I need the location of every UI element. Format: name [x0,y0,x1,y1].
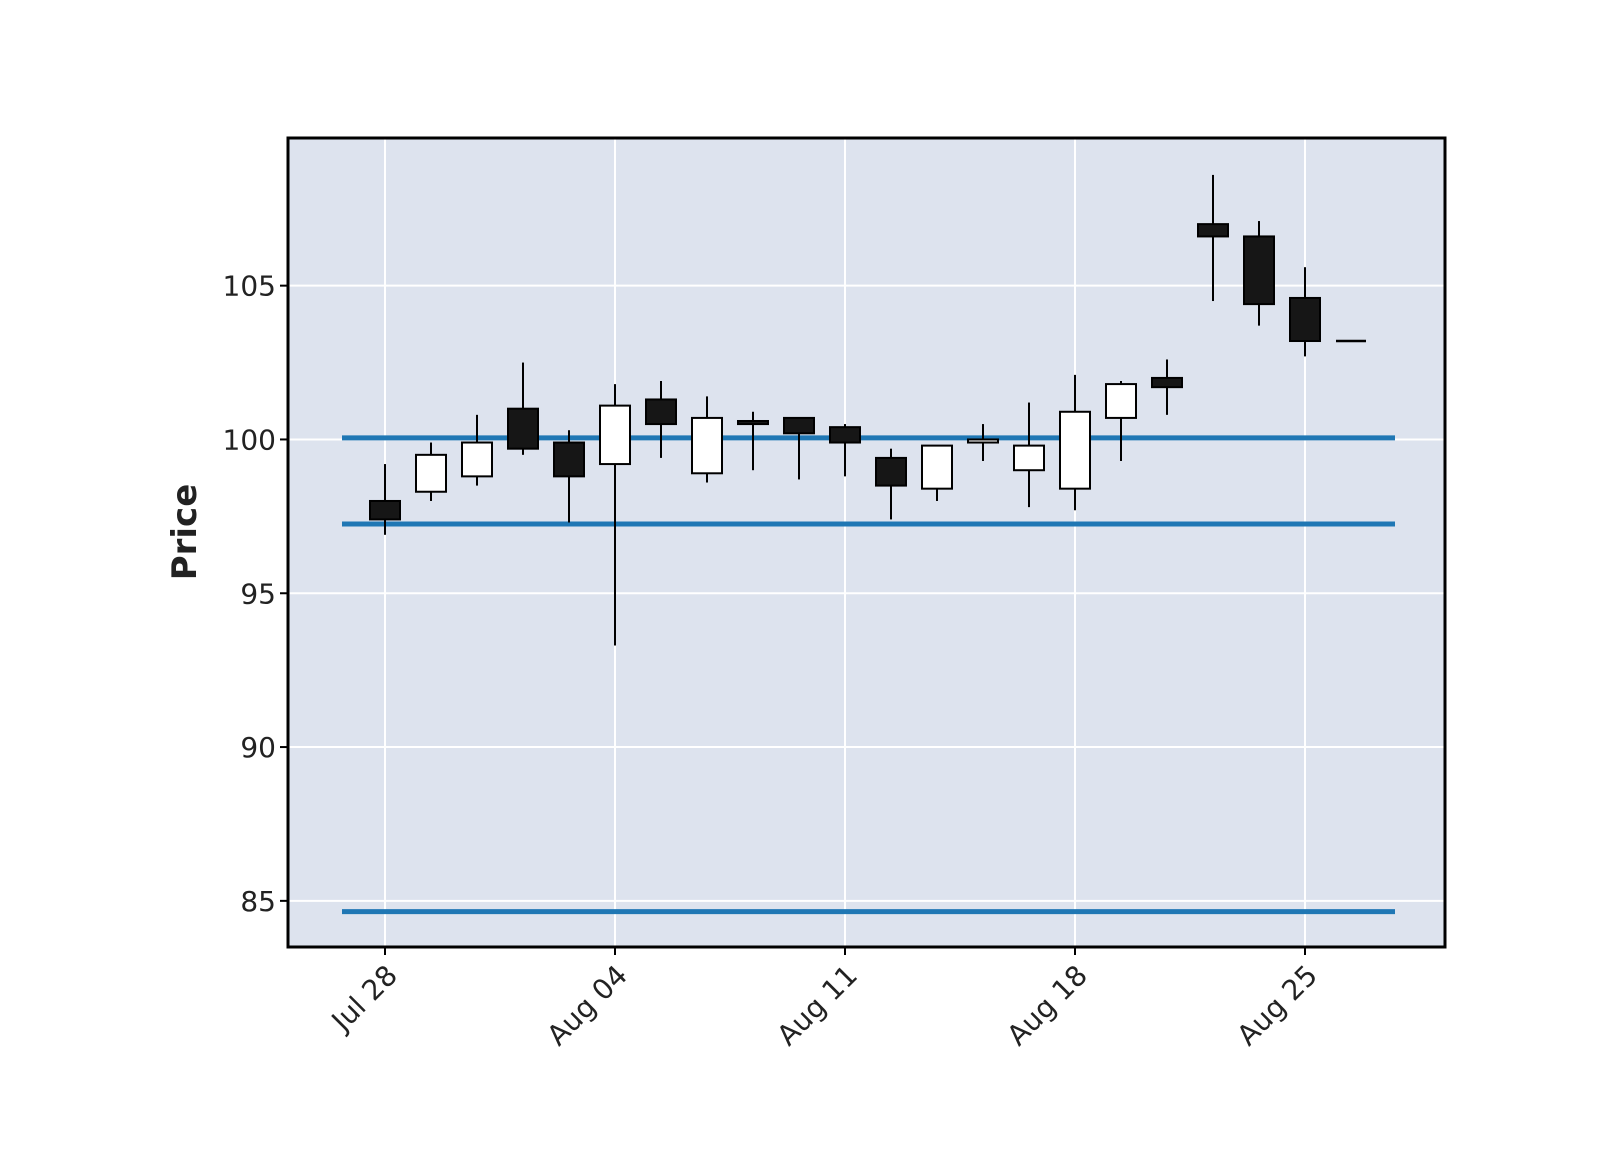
candle [1243,221,1275,326]
candle-body [599,404,631,466]
candle [461,414,493,486]
candles [369,174,1366,646]
x-tick-label: Aug 18 [1000,959,1093,1052]
plot-frame [286,136,1447,949]
candle-body [369,499,401,521]
candle-body [1013,444,1045,472]
candle [553,430,585,523]
candle-body [737,419,769,426]
x-tick-label: Jul 28 [324,959,404,1039]
candle [875,448,907,520]
candle [415,442,447,501]
y-tick-label: 85 [240,885,276,918]
candle [1105,381,1137,461]
candle [783,416,815,480]
candle-body [1243,235,1275,306]
candle-body [829,426,861,444]
y-tick-label: 100 [223,423,276,456]
candle-body [967,438,999,444]
candle-body [645,398,677,426]
candle-body [1151,376,1183,389]
x-tick-label: Aug 11 [770,959,863,1052]
candle-body [921,444,953,490]
candle [1197,174,1229,302]
x-axis-ticks: Jul 28 Aug 04 Aug 11 Aug 18 Aug 25 [324,947,1324,1052]
candle [691,396,723,483]
candle [1151,359,1183,415]
candle-body [461,441,493,478]
candle-body [783,416,815,435]
candle [369,464,401,535]
candle [967,424,999,461]
candle [829,424,861,477]
candle [1289,267,1321,357]
candle-body [1197,223,1229,238]
y-tick-label: 95 [240,577,276,610]
candle-body [1289,296,1321,343]
candle-body [1105,383,1137,419]
candle [1059,374,1091,511]
candle [737,411,769,471]
candle [599,384,631,646]
candle-body [415,453,447,493]
candle-body [691,416,723,475]
y-tick-label: 90 [240,731,276,764]
x-tick-label: Aug 04 [540,959,633,1052]
candle [507,362,539,455]
y-axis-label: Price [165,484,205,581]
candle [1013,402,1045,508]
candle [645,381,677,458]
candle-body [1059,410,1091,490]
candle-body [507,407,539,450]
x-tick-label: Aug 25 [1230,959,1323,1052]
candle [921,444,953,501]
y-tick-label: 105 [223,270,276,303]
y-axis-ticks: 85 90 95 100 105 [223,270,288,918]
candle-body [553,441,585,478]
candle-body [875,456,907,487]
